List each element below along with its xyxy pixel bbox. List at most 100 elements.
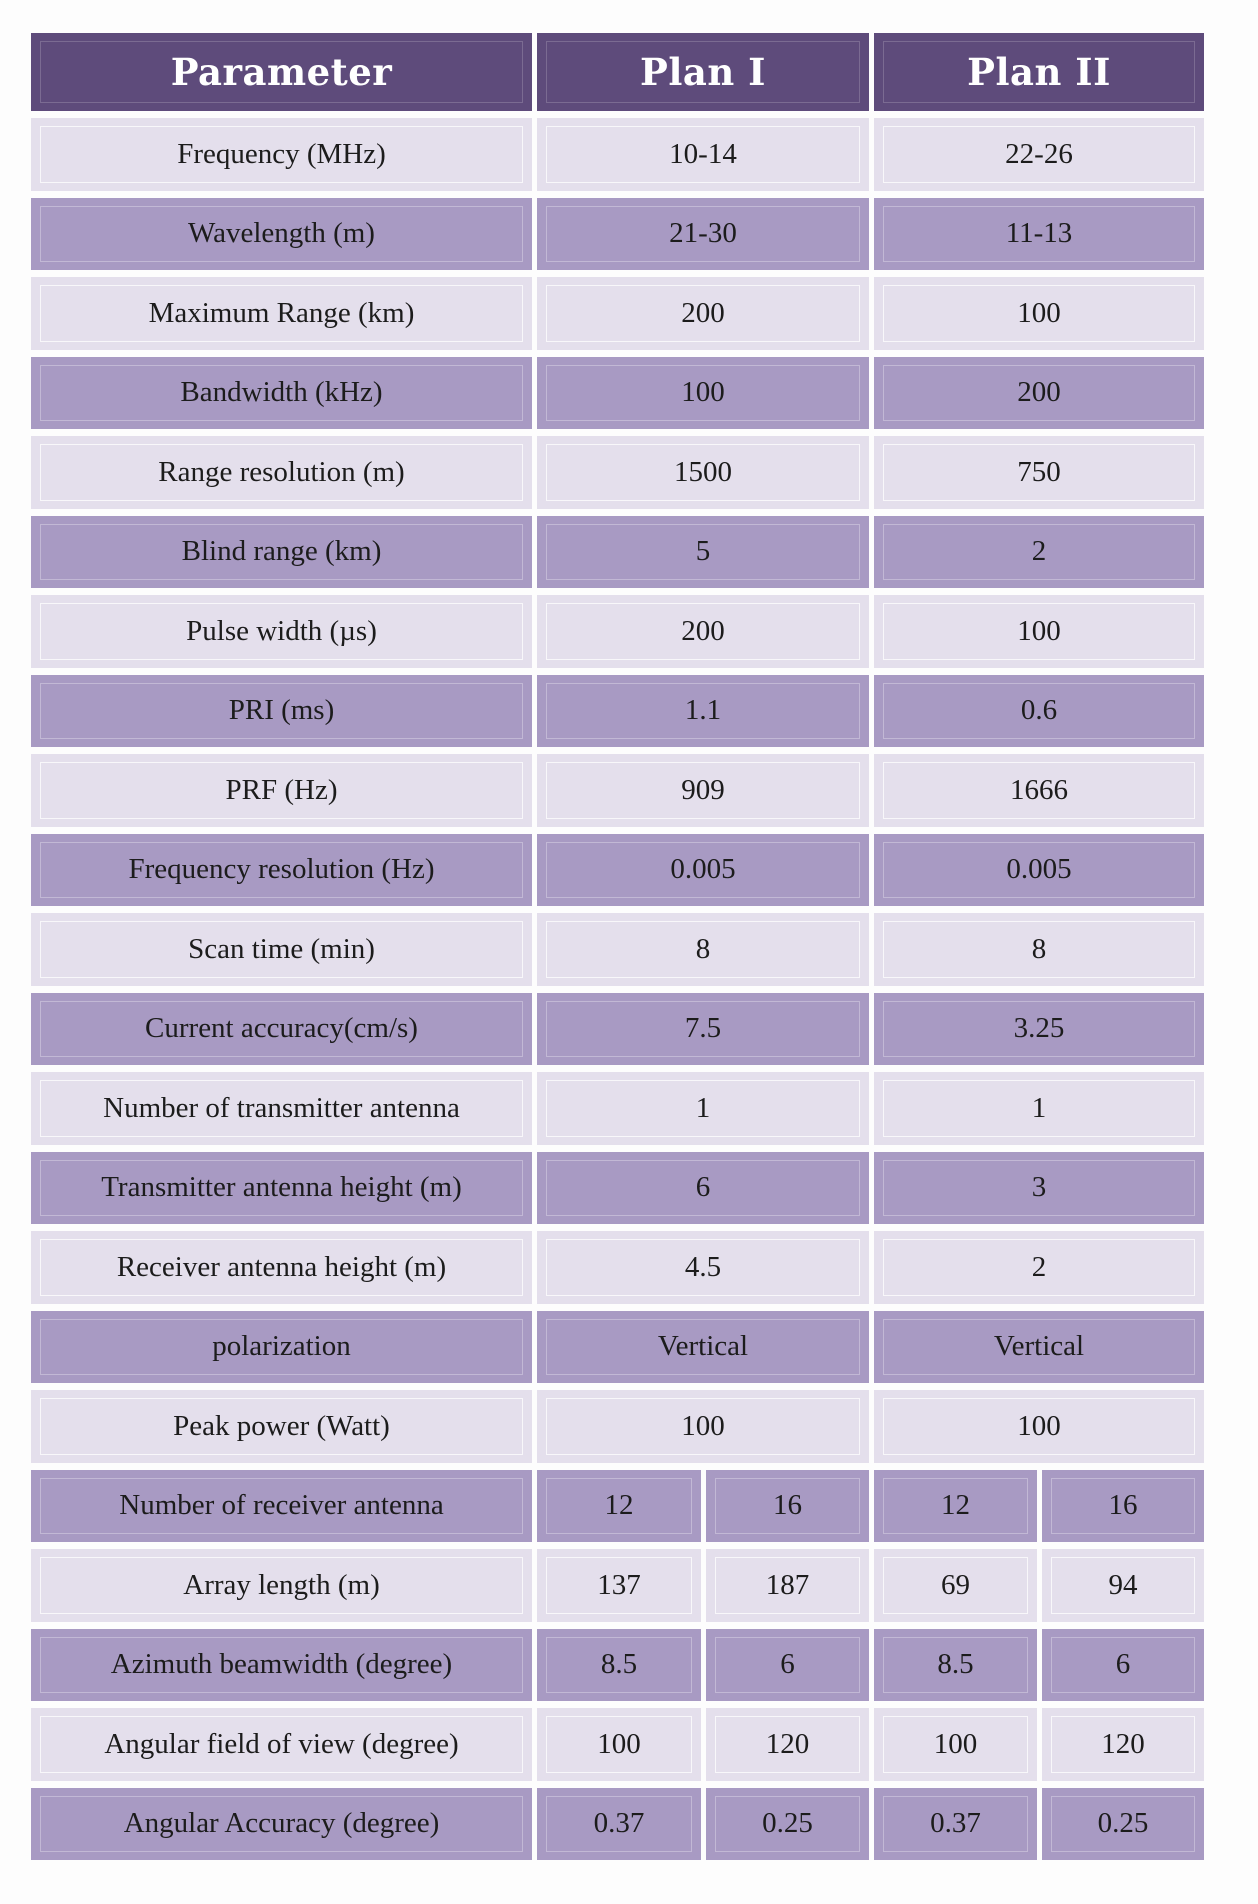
plan2-sub-value-cell: 120 [1042,1708,1205,1781]
table-row-scan-time: Scan time (min) 8 8 [31,913,1205,986]
param-cell: Frequency (MHz) [31,118,532,191]
param-cell: polarization [31,1310,532,1383]
param-cell: Range resolution (m) [31,436,532,509]
param-cell: Frequency resolution (Hz) [31,833,532,906]
param-cell: Number of transmitter antenna [31,1072,532,1145]
table-row-range-resolution: Range resolution (m) 1500 750 [31,436,1205,509]
plan2-value-cell: 100 [874,1390,1205,1463]
param-cell: PRF (Hz) [31,754,532,827]
column-header-parameter: Parameter [31,33,532,111]
plan1-value-cell: 21-30 [537,197,870,270]
table-row-bandwidth: Bandwidth (kHz) 100 200 [31,356,1205,429]
plan2-sub-value-cell: 69 [874,1549,1038,1622]
plan1-value-cell: 7.5 [537,992,870,1065]
plan1-value-cell: 1500 [537,436,870,509]
column-header-plan1: Plan I [537,33,870,111]
plan2-value-cell: 1666 [874,754,1205,827]
plan2-value-cell: 3.25 [874,992,1205,1065]
param-cell: Peak power (Watt) [31,1390,532,1463]
table-row-frequency: Frequency (MHz) 10-14 22-26 [31,118,1205,191]
plan2-sub-value-cell: 12 [874,1469,1038,1542]
table-row-array-length: Array length (m) 137 187 69 94 [31,1549,1205,1622]
plan2-value-cell: 100 [874,277,1205,350]
plan2-value-cell: 2 [874,1231,1205,1304]
plan1-sub-value-cell: 120 [706,1708,870,1781]
plan2-value-cell: 11-13 [874,197,1205,270]
param-cell: Pulse width (µs) [31,595,532,668]
table-row-number-receiver-antenna: Number of receiver antenna 12 16 12 16 [31,1469,1205,1542]
plan1-value-cell: 200 [537,595,870,668]
plan2-value-cell: Vertical [874,1310,1205,1383]
param-cell: Angular Accuracy (degree) [31,1787,532,1860]
plan2-sub-value-cell: 8.5 [874,1628,1038,1701]
param-cell: Angular field of view (degree) [31,1708,532,1781]
plan2-value-cell: 200 [874,356,1205,429]
table-row-polarization: polarization Vertical Vertical [31,1310,1205,1383]
table-row-maximum-range: Maximum Range (km) 200 100 [31,277,1205,350]
param-cell: Wavelength (m) [31,197,532,270]
plan1-value-cell: 10-14 [537,118,870,191]
plan2-value-cell: 100 [874,595,1205,668]
plan2-value-cell: 1 [874,1072,1205,1145]
param-cell: Receiver antenna height (m) [31,1231,532,1304]
plan1-value-cell: 909 [537,754,870,827]
plan1-sub-value-cell: 12 [537,1469,701,1542]
plan1-value-cell: 200 [537,277,870,350]
plan1-value-cell: 6 [537,1151,870,1224]
param-cell: Scan time (min) [31,913,532,986]
plan1-value-cell: 8 [537,913,870,986]
table-row-number-transmitter-antenna: Number of transmitter antenna 1 1 [31,1072,1205,1145]
plan1-sub-value-cell: 100 [537,1708,701,1781]
header-row: Parameter Plan I Plan II [31,33,1205,111]
plan2-value-cell: 0.6 [874,674,1205,747]
plan2-sub-value-cell: 16 [1042,1469,1205,1542]
plan1-value-cell: 0.005 [537,833,870,906]
plan2-sub-value-cell: 94 [1042,1549,1205,1622]
plan2-sub-value-cell: 100 [874,1708,1038,1781]
plan2-value-cell: 2 [874,515,1205,588]
param-cell: Current accuracy(cm/s) [31,992,532,1065]
plan1-sub-value-cell: 187 [706,1549,870,1622]
param-cell: Array length (m) [31,1549,532,1622]
table-row-angular-accuracy: Angular Accuracy (degree) 0.37 0.25 0.37… [31,1787,1205,1860]
plan2-sub-value-cell: 0.37 [874,1787,1038,1860]
param-cell: Number of receiver antenna [31,1469,532,1542]
table-row-azimuth-beamwidth: Azimuth beamwidth (degree) 8.5 6 8.5 6 [31,1628,1205,1701]
plan1-value-cell: Vertical [537,1310,870,1383]
plan2-value-cell: 0.005 [874,833,1205,906]
param-cell: PRI (ms) [31,674,532,747]
table-row-frequency-resolution: Frequency resolution (Hz) 0.005 0.005 [31,833,1205,906]
plan1-value-cell: 4.5 [537,1231,870,1304]
plan2-value-cell: 750 [874,436,1205,509]
plan1-sub-value-cell: 137 [537,1549,701,1622]
plan1-value-cell: 5 [537,515,870,588]
param-cell: Azimuth beamwidth (degree) [31,1628,532,1701]
plan1-sub-value-cell: 0.25 [706,1787,870,1860]
table-row-pri: PRI (ms) 1.1 0.6 [31,674,1205,747]
param-cell: Bandwidth (kHz) [31,356,532,429]
table-row-peak-power: Peak power (Watt) 100 100 [31,1390,1205,1463]
plan2-sub-value-cell: 0.25 [1042,1787,1205,1860]
table-row-transmitter-antenna-height: Transmitter antenna height (m) 6 3 [31,1151,1205,1224]
plan1-sub-value-cell: 6 [706,1628,870,1701]
table-row-pulse-width: Pulse width (µs) 200 100 [31,595,1205,668]
plan1-value-cell: 100 [537,356,870,429]
param-cell: Blind range (km) [31,515,532,588]
plan1-value-cell: 100 [537,1390,870,1463]
param-cell: Maximum Range (km) [31,277,532,350]
plan2-value-cell: 22-26 [874,118,1205,191]
table-row-angular-field-of-view: Angular field of view (degree) 100 120 1… [31,1708,1205,1781]
plan1-sub-value-cell: 0.37 [537,1787,701,1860]
plan2-sub-value-cell: 6 [1042,1628,1205,1701]
plan2-value-cell: 8 [874,913,1205,986]
table-row-wavelength: Wavelength (m) 21-30 11-13 [31,197,1205,270]
plan1-sub-value-cell: 8.5 [537,1628,701,1701]
table-row-current-accuracy: Current accuracy(cm/s) 7.5 3.25 [31,992,1205,1065]
plan1-value-cell: 1 [537,1072,870,1145]
table-row-prf: PRF (Hz) 909 1666 [31,754,1205,827]
plan2-value-cell: 3 [874,1151,1205,1224]
plan1-sub-value-cell: 16 [706,1469,870,1542]
parameters-table: Parameter Plan I Plan II Frequency (MHz)… [26,26,1209,1867]
table-row-receiver-antenna-height: Receiver antenna height (m) 4.5 2 [31,1231,1205,1304]
table-row-blind-range: Blind range (km) 5 2 [31,515,1205,588]
